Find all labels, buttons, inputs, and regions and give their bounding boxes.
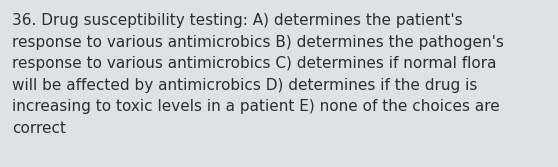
Text: 36. Drug susceptibility testing: A) determines the patient's
response to various: 36. Drug susceptibility testing: A) dete… [12, 13, 504, 136]
